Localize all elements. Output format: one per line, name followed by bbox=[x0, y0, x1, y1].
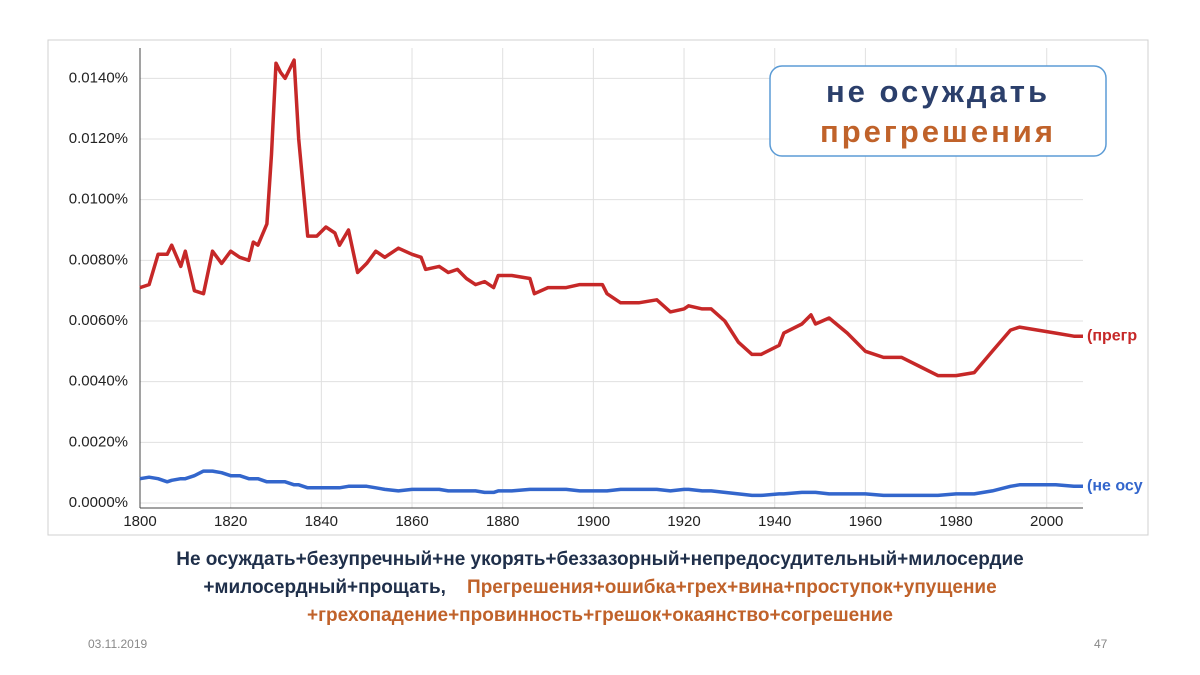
inset-box bbox=[769, 65, 1107, 157]
slide-date: 03.11.2019 bbox=[88, 637, 148, 651]
x-tick-label: 1900 bbox=[577, 513, 610, 530]
caption-text: Прегрешения+ошибка+грех+вина+проступок+у… bbox=[467, 577, 997, 598]
x-tick-label: 1920 bbox=[667, 513, 700, 530]
y-tick-label: 0.0040% bbox=[69, 373, 128, 390]
series-label: (не осу bbox=[1087, 478, 1143, 495]
x-tick-label: 1880 bbox=[486, 513, 519, 530]
x-tick-label: 1840 bbox=[305, 513, 338, 530]
y-tick-label: 0.0140% bbox=[69, 69, 128, 86]
line-series bbox=[139, 58, 1083, 378]
plot: 0.0000% 0.0020% 0.0040% 0.0060% 0.0080% 0.010… bbox=[69, 48, 1143, 530]
series-label: (прегр bbox=[1087, 327, 1137, 344]
inset-subtitle: прегрешения bbox=[820, 114, 1056, 149]
y-tick-label: 0.0100% bbox=[69, 191, 128, 208]
x-tick-label: 1860 bbox=[395, 513, 428, 530]
y-tick-label: 0.0060% bbox=[69, 312, 128, 329]
caption: Не осуждать+безупречный+не укорять+безза… bbox=[0, 546, 1200, 630]
y-tick-label: 0.0000% bbox=[69, 494, 128, 511]
x-tick-label: 1960 bbox=[849, 513, 882, 530]
line-series bbox=[139, 469, 1083, 498]
chart: 0.0000% 0.0020% 0.0040% 0.0060% 0.0080% 0.010… bbox=[47, 39, 1149, 536]
slide-number: 47 bbox=[1094, 637, 1108, 651]
y-tick-label: 0.0080% bbox=[69, 251, 128, 268]
x-tick-label: 1820 bbox=[214, 513, 247, 530]
x-tick-label: 1800 bbox=[123, 513, 156, 530]
x-tick-label: 1980 bbox=[939, 513, 972, 530]
caption-text: +милосердный+прощать, bbox=[203, 577, 446, 598]
x-tick-label: 2000 bbox=[1030, 513, 1063, 530]
caption-line: +милосердный+прощать, Прегрешения+ошибка… bbox=[0, 574, 1200, 602]
inset-title: не осуждать bbox=[826, 74, 1050, 109]
y-tick-label: 0.0020% bbox=[69, 433, 128, 450]
y-tick-label: 0.0120% bbox=[69, 130, 128, 147]
caption-line: Не осуждать+безупречный+не укорять+безза… bbox=[176, 549, 1024, 570]
caption-line: +грехопадение+провинность+грешок+окаянст… bbox=[307, 605, 893, 626]
x-tick-label: 1940 bbox=[758, 513, 791, 530]
